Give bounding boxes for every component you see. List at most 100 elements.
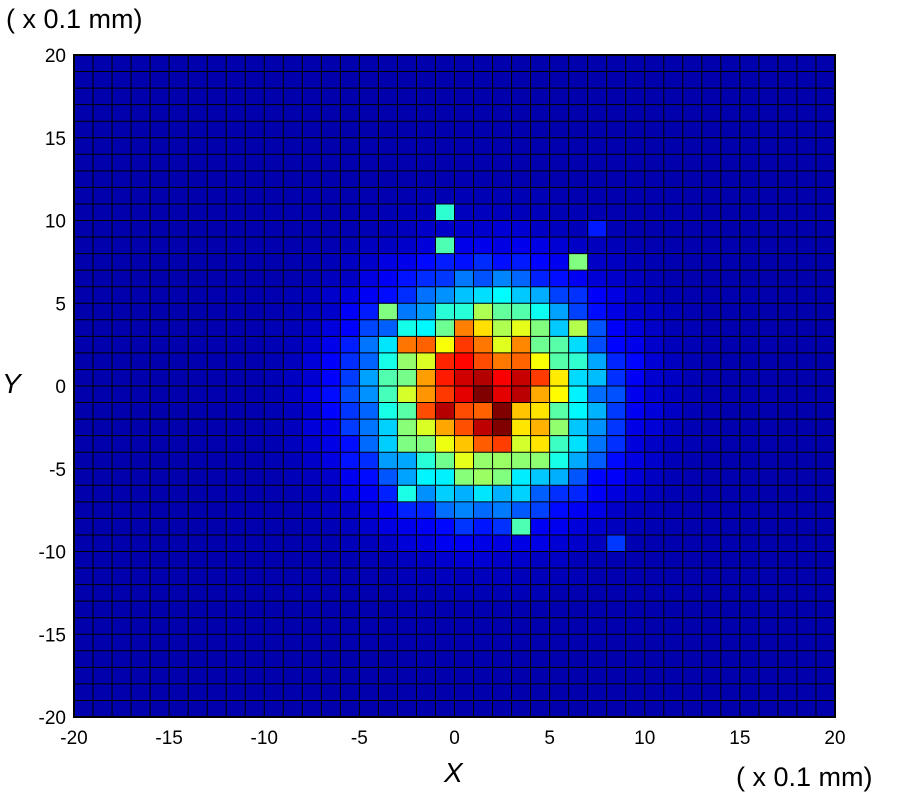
heatmap-cell [207, 683, 227, 701]
heatmap-cell [606, 137, 627, 155]
heatmap-cell [739, 369, 760, 387]
heatmap-cell [112, 88, 132, 106]
heatmap-cell [226, 700, 246, 718]
heatmap-cell [74, 319, 94, 337]
heatmap-cell [435, 650, 455, 668]
heatmap-cell [264, 650, 284, 668]
heatmap-cell [663, 104, 684, 122]
heatmap-cell [359, 534, 379, 552]
heatmap-cell [815, 700, 836, 718]
heatmap-cell [340, 55, 360, 72]
heatmap-cell [112, 286, 132, 304]
heatmap-cell [739, 700, 760, 718]
heatmap-cell [340, 551, 360, 569]
heatmap-cell [587, 286, 608, 304]
heatmap-cell [701, 303, 722, 321]
heatmap-cell [359, 137, 379, 155]
heatmap-cell [264, 104, 284, 122]
heatmap-cell [701, 319, 722, 337]
heatmap-cell [245, 402, 265, 420]
heatmap-cell [207, 435, 227, 453]
heatmap-cell [739, 435, 760, 453]
heatmap-cell [587, 468, 608, 486]
heatmap-cell [625, 104, 646, 122]
heatmap-cell [606, 319, 627, 337]
heatmap-cell [777, 137, 798, 155]
heatmap-cell [169, 55, 189, 72]
heatmap-cell [568, 270, 589, 288]
heatmap-cell [644, 154, 665, 172]
heatmap-cell [302, 88, 322, 106]
heatmap-cell [720, 104, 741, 122]
heatmap-cell [758, 137, 779, 155]
heatmap-cell [378, 468, 398, 486]
heatmap-cell [302, 667, 322, 685]
heatmap-cell [93, 518, 113, 536]
heatmap-cell [207, 55, 227, 72]
heatmap-cell [454, 203, 474, 221]
heatmap-cell [454, 617, 474, 635]
heatmap-cell [188, 568, 208, 585]
heatmap-cell [568, 253, 589, 271]
heatmap-cell [454, 634, 474, 652]
heatmap-cell [150, 55, 170, 72]
heatmap-cell [150, 386, 170, 403]
heatmap-cell [682, 683, 703, 701]
heatmap-cell [245, 634, 265, 652]
heatmap-cell [530, 303, 551, 321]
heatmap-cell [226, 419, 246, 437]
heatmap-cell [435, 551, 455, 569]
heatmap-cell [568, 88, 589, 106]
heatmap-cell [777, 319, 798, 337]
heatmap-cell [74, 137, 94, 155]
heatmap-cell [587, 154, 608, 172]
heatmap-cell [796, 518, 817, 536]
heatmap-cell [226, 220, 246, 238]
heatmap-cell [473, 154, 493, 172]
heatmap-cell [796, 170, 817, 188]
heatmap-cell [226, 253, 246, 271]
heatmap-cell [511, 220, 531, 238]
heatmap-cell [758, 88, 779, 106]
y-tick-label: -20 [39, 708, 66, 729]
heatmap-cell [739, 303, 760, 321]
heatmap-cell [112, 270, 132, 288]
heatmap-cell [473, 104, 493, 122]
heatmap-cell [226, 584, 246, 602]
heatmap-cell [74, 369, 94, 387]
heatmap-cell [302, 121, 322, 139]
heatmap-cell [625, 352, 646, 370]
heatmap-cell [739, 71, 760, 89]
heatmap-cell [473, 187, 493, 205]
heatmap-cell [397, 650, 417, 668]
heatmap-cell [796, 253, 817, 271]
heatmap-cell [283, 220, 303, 238]
x-tick-label: 20 [824, 728, 845, 749]
heatmap-cell [302, 700, 322, 718]
heatmap-cell [321, 352, 341, 370]
heatmap-cell [112, 518, 132, 536]
heatmap-cell [492, 55, 512, 72]
heatmap-cell [568, 667, 589, 685]
heatmap-cell [435, 369, 455, 387]
heatmap-cell [549, 419, 570, 437]
heatmap-cell [530, 634, 551, 652]
heatmap-cell [397, 88, 417, 106]
heatmap-cell [720, 700, 741, 718]
heatmap-cell [131, 650, 151, 668]
heatmap-cell [435, 452, 455, 470]
heatmap-cell [625, 203, 646, 221]
heatmap-cell [112, 584, 132, 602]
heatmap-cell [207, 104, 227, 122]
heatmap-cell [587, 137, 608, 155]
heatmap-cell [492, 187, 512, 205]
heatmap-cell [549, 187, 570, 205]
heatmap-cell [720, 319, 741, 337]
heatmap-cell [796, 435, 817, 453]
heatmap-cell [777, 237, 798, 254]
heatmap-cell [340, 485, 360, 503]
heatmap-cell [796, 667, 817, 685]
heatmap-cell [226, 369, 246, 387]
heatmap-cell [758, 700, 779, 718]
heatmap-cell [74, 584, 94, 602]
